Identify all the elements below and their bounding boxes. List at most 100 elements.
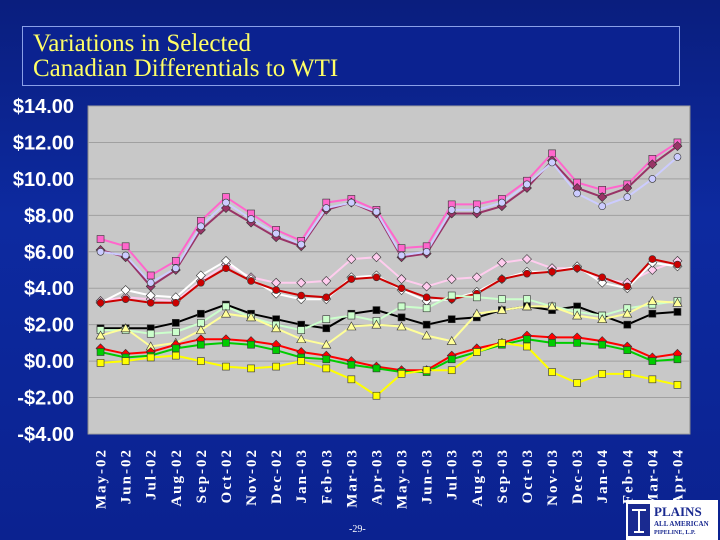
- data-point: [297, 357, 306, 365]
- x-tick-label: Nov-03: [545, 448, 561, 506]
- data-point: [573, 379, 581, 387]
- data-point: [347, 375, 356, 384]
- x-tick-label: Dec-02: [269, 448, 285, 504]
- data-point: [297, 240, 306, 249]
- data-point: [673, 308, 682, 316]
- data-point: [121, 295, 130, 303]
- data-point: [521, 301, 532, 311]
- data-point: [547, 301, 558, 311]
- data-point: [496, 304, 507, 314]
- data-point: [371, 319, 382, 329]
- data-point: [247, 340, 255, 349]
- data-point: [222, 362, 230, 371]
- page-number: -29-: [349, 524, 366, 535]
- data-point: [321, 276, 332, 286]
- y-tick-label: $6.00: [24, 242, 74, 264]
- data-point: [397, 370, 406, 378]
- data-point: [297, 326, 306, 334]
- data-point: [447, 366, 456, 375]
- data-point: [598, 340, 607, 349]
- x-tick-label: Dec-03: [570, 448, 586, 504]
- data-point: [672, 297, 683, 307]
- x-tick-label: Mar-03: [344, 448, 360, 508]
- x-tick-label: Aug-03: [470, 448, 486, 507]
- data-point: [523, 342, 531, 351]
- x-tick-label: Jun-03: [420, 448, 436, 504]
- data-point: [321, 339, 332, 349]
- title-box: Variations in Selected Canadian Differen…: [22, 26, 680, 86]
- data-point: [597, 277, 608, 288]
- data-point: [447, 206, 456, 214]
- data-point: [322, 355, 331, 364]
- data-point: [623, 193, 632, 201]
- data-point: [372, 306, 381, 314]
- data-point: [397, 302, 406, 311]
- data-point: [421, 281, 432, 292]
- data-point: [422, 320, 431, 329]
- data-point: [246, 312, 257, 322]
- data-point: [472, 206, 481, 214]
- data-point: [523, 269, 531, 278]
- logo-subtitle-1: ALL AMERICAN: [654, 520, 709, 528]
- data-point: [296, 334, 307, 344]
- series-line-5: [100, 258, 678, 304]
- data-point: [171, 344, 180, 353]
- y-tick-label: -$4.00: [17, 424, 74, 446]
- data-point: [171, 351, 180, 360]
- data-point: [647, 295, 658, 305]
- data-point: [146, 353, 155, 362]
- data-point: [672, 141, 683, 152]
- data-point: [548, 158, 556, 167]
- data-point: [622, 308, 633, 318]
- data-point: [197, 222, 205, 231]
- data-point: [548, 268, 556, 276]
- data-point: [197, 357, 205, 365]
- x-tick-label: Jul-03: [445, 448, 461, 500]
- data-point: [648, 309, 657, 318]
- data-point: [272, 229, 280, 238]
- data-point: [573, 339, 581, 347]
- x-tick-label: Sep-03: [495, 448, 511, 503]
- data-point: [523, 335, 531, 344]
- data-point: [222, 264, 230, 272]
- data-point: [673, 153, 682, 161]
- data-point: [146, 271, 155, 280]
- data-point: [647, 265, 658, 275]
- x-tick-label: Feb-04: [620, 448, 636, 504]
- y-tick-label: $12.00: [13, 132, 74, 154]
- x-tick-label: Apr-04: [670, 448, 686, 505]
- data-point: [421, 330, 432, 340]
- data-point: [422, 293, 431, 302]
- data-point: [197, 309, 205, 318]
- data-point: [247, 215, 255, 223]
- x-tick-label: Feb-03: [319, 448, 335, 504]
- data-point: [573, 189, 581, 198]
- data-point: [673, 380, 682, 389]
- data-point: [372, 273, 381, 282]
- data-point: [397, 284, 406, 293]
- x-tick-label: Aug-02: [169, 448, 185, 507]
- data-point: [371, 252, 382, 263]
- data-point: [322, 324, 331, 333]
- data-point: [496, 257, 507, 268]
- data-point: [498, 275, 506, 283]
- data-point: [397, 251, 406, 260]
- series-line-7: [100, 294, 678, 335]
- series-line-11: [100, 341, 678, 397]
- data-point: [95, 330, 106, 340]
- series-line-2: [100, 156, 679, 285]
- x-tick-label: Nov-02: [244, 448, 260, 506]
- logo-name: PLAINS: [654, 504, 702, 519]
- title-line-2: Canadian Differentials to WTI: [33, 55, 339, 82]
- data-point: [297, 291, 306, 300]
- data-point: [222, 198, 230, 207]
- data-point: [598, 370, 607, 378]
- y-tick-label: $4.00: [24, 278, 74, 300]
- data-point: [573, 264, 581, 272]
- data-point: [322, 204, 331, 212]
- data-point: [372, 364, 381, 373]
- data-point: [598, 202, 607, 211]
- y-tick-label: $8.00: [24, 205, 74, 227]
- data-point: [96, 359, 105, 367]
- data-point: [472, 348, 481, 356]
